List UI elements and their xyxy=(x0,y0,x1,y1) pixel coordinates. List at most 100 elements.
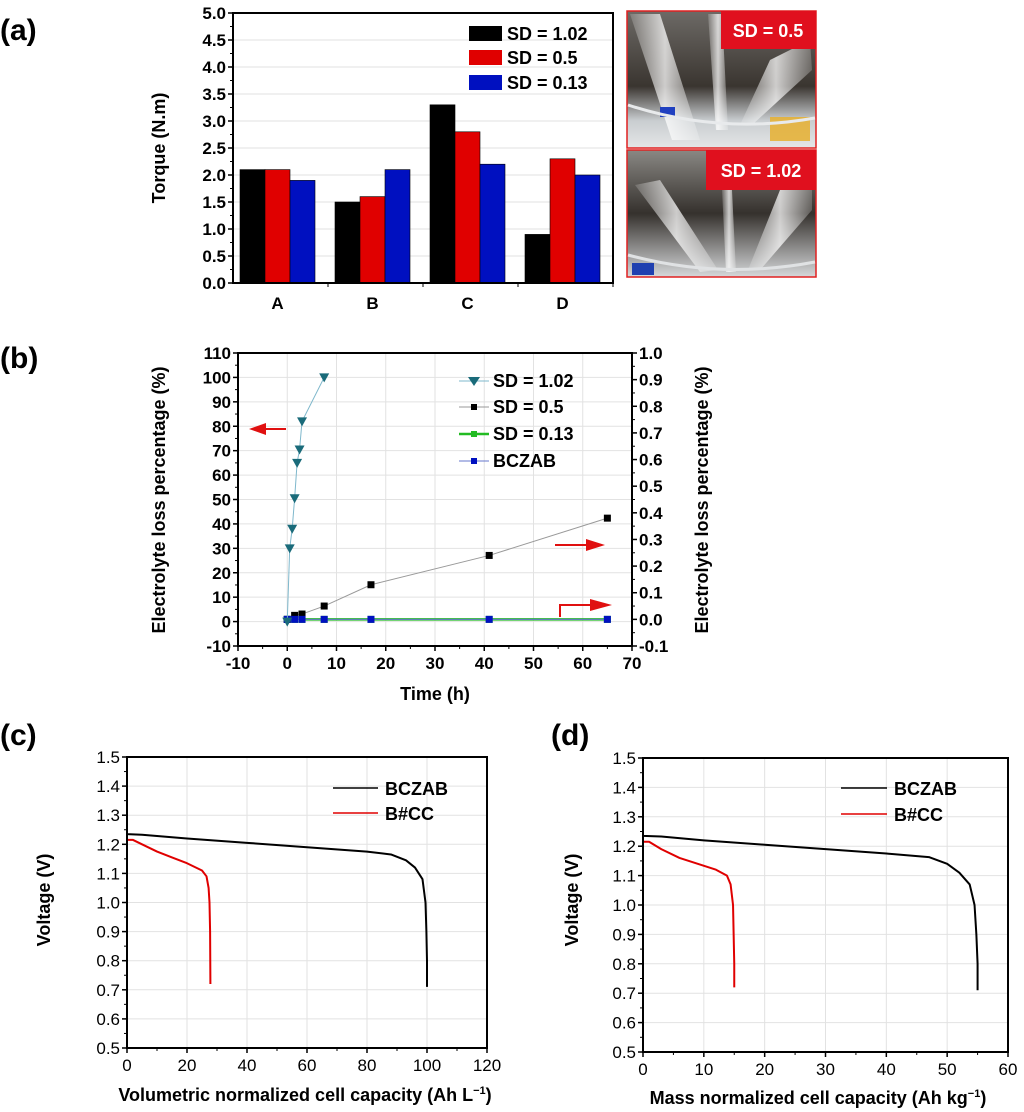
x-axis-label: Volumetric normalized cell capacity (Ah … xyxy=(118,1085,491,1105)
tick-label: 50 xyxy=(524,654,543,673)
tick-label: 3.5 xyxy=(202,85,226,104)
tick-label: 1.1 xyxy=(612,867,636,886)
y-ticks: -10 0 10 20 30 40 50 60 70 80 90 100 110 xyxy=(203,344,238,656)
tick-label: 1.4 xyxy=(612,778,636,797)
photo-badge-bg xyxy=(721,11,816,49)
category-label: D xyxy=(556,294,568,313)
tick-label: 1.5 xyxy=(96,748,120,767)
photo-detail xyxy=(627,253,816,272)
tick-label: 0.4 xyxy=(639,504,663,523)
data-point xyxy=(320,602,328,610)
tick-label: 10 xyxy=(694,1060,713,1079)
tick-label: 0.5 xyxy=(612,1043,636,1062)
data-point xyxy=(298,615,306,623)
data-point xyxy=(320,615,328,623)
legend-label: B#CC xyxy=(894,805,943,825)
tick-label: 20 xyxy=(376,654,395,673)
data-point xyxy=(291,611,299,619)
tick-label: 1.0 xyxy=(639,344,663,363)
tick-label: 80 xyxy=(212,417,231,436)
tick-label: 30 xyxy=(816,1060,835,1079)
tick-label: 2.0 xyxy=(202,166,226,185)
bar-chart-torque: 0.0 0.5 1.0 1.5 2.0 2.5 3.0 3.5 4.0 4.5 5.0 A B C D T… xyxy=(149,4,614,313)
tick-label: 4.5 xyxy=(202,31,226,50)
series xyxy=(282,373,611,627)
category-label: C xyxy=(461,294,473,313)
panel-label-d: (d) xyxy=(551,719,589,752)
x-axis-label-end: ) xyxy=(486,1085,492,1105)
legend-marker xyxy=(471,458,477,464)
y-ticks: 0.0 0.5 1.0 1.5 2.0 2.5 3.0 3.5 4.0 4.5 5.0 xyxy=(202,4,233,293)
tick-label: 0 xyxy=(638,1060,647,1079)
photo-badge: SD = 1.02 xyxy=(721,161,802,181)
panel-label-a: (a) xyxy=(0,14,37,47)
data-point xyxy=(289,494,300,504)
tick-label: 120 xyxy=(473,1056,501,1075)
tick-label: 1.1 xyxy=(96,864,120,883)
bent-arrow-right-icon xyxy=(559,599,612,617)
tick-label: 1.5 xyxy=(612,749,636,768)
tick-label: 1.0 xyxy=(202,220,226,239)
series-1 xyxy=(283,514,611,623)
data-point xyxy=(485,615,493,623)
data-point xyxy=(292,458,303,468)
tick-label: 1.5 xyxy=(202,193,226,212)
tick-label: 0 xyxy=(283,654,292,673)
photo-badge-bg xyxy=(706,150,816,190)
bar-B-0 xyxy=(334,201,361,284)
legend-marker xyxy=(471,404,477,410)
tick-label: 100 xyxy=(413,1056,441,1075)
bar-A-2 xyxy=(289,180,316,284)
photo-detail xyxy=(660,107,675,117)
series-line-BCZAB xyxy=(126,757,428,987)
photo-detail xyxy=(630,14,700,140)
line-chart-volumetric-capacity: 0.5 0.6 0.7 0.8 0.9 1.0 1.1 1.2 1.3 1.4 1.5 0 20 40 6… xyxy=(34,748,501,1105)
tick-label: 1.0 xyxy=(96,894,120,913)
tick-label: -10 xyxy=(206,637,231,656)
x-axis-label-text: Volumetric normalized cell capacity (Ah … xyxy=(118,1085,473,1105)
y-axis-label: Voltage (V) xyxy=(562,854,582,947)
legend-swatch xyxy=(469,50,502,65)
tick-label: 110 xyxy=(204,344,231,363)
tick-label: 0.8 xyxy=(612,955,636,974)
grid xyxy=(238,353,632,646)
tick-label: 60 xyxy=(999,1060,1018,1079)
tick-label: 0.5 xyxy=(96,1039,120,1058)
x-ticks: 0 10 20 30 40 50 60 xyxy=(638,1052,1017,1079)
y-axis-label: Electrolyte loss percentage (%) xyxy=(149,366,169,633)
tick-label: 30 xyxy=(426,654,445,673)
tick-label: -10 xyxy=(226,654,251,673)
tick-label: 40 xyxy=(475,654,494,673)
legend: SD = 1.02 SD = 0.5 SD = 0.13 BCZAB xyxy=(459,371,574,471)
tick-label: 90 xyxy=(212,393,231,412)
series-0 xyxy=(282,373,330,627)
tick-label: 1.4 xyxy=(96,777,120,796)
tick-label: 50 xyxy=(212,491,231,510)
data-point xyxy=(291,615,299,623)
tick-label: 0.6 xyxy=(639,451,663,470)
tick-label: 60 xyxy=(573,654,592,673)
legend: BCZAB B#CC xyxy=(333,779,448,824)
grid xyxy=(643,758,1008,1052)
tick-label: 0.9 xyxy=(96,923,120,942)
legend-label: SD = 0.5 xyxy=(493,397,564,417)
tick-label: 30 xyxy=(212,539,231,558)
data-point xyxy=(287,524,298,534)
bar-A-1 xyxy=(264,169,291,284)
y-ticks: 0.5 0.6 0.7 0.8 0.9 1.0 1.1 1.2 1.3 1.4 1.5 xyxy=(612,749,643,1062)
x-ticks: 0 20 40 60 80 100 120 xyxy=(122,1048,501,1075)
tick-label: 20 xyxy=(755,1060,774,1079)
bar-D-2 xyxy=(574,174,601,284)
tick-label: 5.0 xyxy=(202,4,226,23)
y2-axis-label: Electrolyte loss percentage (%) xyxy=(692,366,712,633)
data-point xyxy=(603,615,611,623)
tick-label: -0.1 xyxy=(639,637,668,656)
tick-label: 1.2 xyxy=(96,835,120,854)
data-point xyxy=(485,551,493,559)
tick-label: 0.5 xyxy=(639,477,663,496)
y-axis-label: Voltage (V) xyxy=(34,854,54,947)
x-axis-label-sup: −1 xyxy=(473,1085,486,1097)
tick-label: 0.7 xyxy=(96,981,120,1000)
tick-label: 2.5 xyxy=(202,139,226,158)
